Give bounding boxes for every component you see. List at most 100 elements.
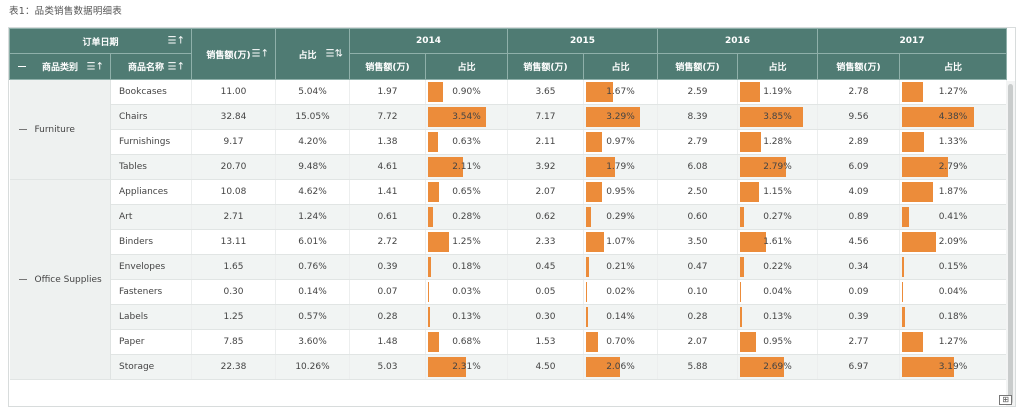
share-bar	[902, 207, 909, 227]
share-label: 0.95%	[606, 187, 635, 197]
year-sales-cell: 0.62	[507, 204, 584, 230]
share-label: 1.28%	[763, 137, 792, 147]
total-share-cell: 0.14%	[275, 279, 350, 305]
share-label: 2.31%	[452, 362, 481, 372]
year-share-cell: 0.95%	[737, 329, 818, 355]
share-label: 1.27%	[938, 337, 968, 347]
share-bar	[740, 182, 759, 202]
share-bar	[902, 332, 923, 352]
year-share-cell: 1.25%	[425, 229, 508, 255]
share-subheader-2015: 占比	[583, 53, 658, 80]
product-name-cell: Bookcases	[110, 79, 192, 105]
year-share-cell: 4.38%	[899, 104, 1007, 130]
year-share-cell: 3.54%	[425, 104, 508, 130]
year-sales-cell: 8.39	[657, 104, 738, 130]
sales-subheader-2016: 销售额(万)	[657, 53, 738, 80]
year-share-cell: 1.27%	[899, 329, 1007, 355]
year-sales-cell: 4.56	[817, 229, 900, 255]
share-label: 0.13%	[763, 312, 792, 322]
total-share-header[interactable]: 占比 ☰⇅	[275, 28, 350, 80]
share-label: 4.38%	[938, 112, 968, 122]
share-label: 0.22%	[763, 262, 792, 272]
sort-icon[interactable]: ☰↑	[251, 48, 269, 60]
share-label: 0.29%	[606, 212, 635, 222]
category-header[interactable]: 商品类别 ☰↑	[9, 53, 111, 80]
share-label: 0.18%	[938, 312, 968, 322]
year-share-cell: 1.15%	[737, 179, 818, 205]
table-row: Tables 20.70 9.48% 4.61 2.11% 3.92 1.79% 6.08 2.…	[10, 154, 1007, 180]
sales-subheader-2017: 销售额(万)	[817, 53, 900, 80]
year-share-cell: 3.29%	[583, 104, 658, 130]
table-row: Labels 1.25 0.57% 0.28 0.13% 0.30 0.14% 0.28 0.1…	[10, 304, 1007, 330]
share-bar	[586, 257, 590, 277]
table-row: Chairs 32.84 15.05% 7.72 3.54% 7.17 3.29% 8.39 3…	[10, 104, 1007, 130]
share-bar	[740, 157, 786, 177]
total-sales-cell: 0.30	[191, 279, 276, 305]
collapse-icon[interactable]	[18, 278, 27, 280]
year-sales-cell: 2.33	[507, 229, 584, 255]
product-name-cell: Art	[110, 204, 192, 230]
share-subheader-2014: 占比	[425, 53, 508, 80]
year-share-cell: 2.31%	[425, 354, 508, 380]
table-row: Storage 22.38 10.26% 5.03 2.31% 4.50 2.06% 5.88…	[10, 354, 1007, 380]
table-row: Furniture Bookcases 11.00 5.04% 1.97 0.90% 3.6…	[9, 79, 1007, 180]
share-bar	[586, 307, 589, 327]
total-sales-cell: 32.84	[191, 104, 276, 130]
scrollbar-thumb[interactable]	[1008, 84, 1013, 404]
year-share-cell: 0.18%	[899, 304, 1007, 330]
sort-icon[interactable]: ☰↑	[86, 61, 104, 72]
share-label: 0.95%	[763, 337, 792, 347]
year-sales-cell: 0.45	[507, 254, 584, 280]
share-bar	[902, 282, 903, 302]
sales-subheader-2014: 销售额(万)	[349, 53, 426, 80]
product-header[interactable]: 商品名称 ☰↑	[110, 53, 192, 80]
year-sales-cell: 7.72	[349, 104, 426, 130]
collapse-icon[interactable]	[18, 66, 26, 67]
order-date-header[interactable]: 订单日期 ☰↑	[9, 28, 192, 54]
year-share-cell: 1.79%	[583, 154, 658, 180]
share-bar	[740, 357, 785, 377]
year-sales-cell: 0.39	[349, 254, 426, 280]
sort-icon[interactable]: ☰⇅	[325, 48, 343, 60]
year-sales-cell: 0.05	[507, 279, 584, 305]
total-share-cell: 10.26%	[275, 354, 350, 380]
pivot-table-frame: 订单日期 ☰↑ 销售额(万) ☰↑ 占比 ☰⇅ 2014 2015 2016 2…	[8, 27, 1016, 407]
year-share-cell: 1.07%	[583, 229, 658, 255]
share-bar	[902, 107, 974, 127]
grid-icon[interactable]: ⊞	[999, 395, 1012, 405]
share-label: 0.15%	[938, 262, 968, 272]
total-share-cell: 3.60%	[275, 329, 350, 355]
share-label: 0.90%	[452, 87, 481, 97]
collapse-icon[interactable]	[18, 128, 27, 130]
sort-icon[interactable]: ☰↑	[167, 61, 185, 72]
year-sales-cell: 3.50	[657, 229, 738, 255]
year-share-cell: 0.18%	[425, 254, 508, 280]
share-bar	[586, 332, 598, 352]
year-sales-cell: 2.11	[507, 129, 584, 155]
year-sales-cell: 0.07	[349, 279, 426, 305]
share-label: 0.14%	[606, 312, 635, 322]
year-share-cell: 2.69%	[737, 354, 818, 380]
year-share-cell: 0.15%	[899, 254, 1007, 280]
share-bar	[740, 82, 760, 102]
sort-icon[interactable]: ☰↑	[167, 35, 185, 47]
share-bar	[428, 257, 431, 277]
share-bar	[902, 82, 923, 102]
year-sales-cell: 3.65	[507, 79, 584, 105]
share-label: 0.18%	[452, 262, 481, 272]
share-bar	[586, 357, 620, 377]
year-share-cell: 1.33%	[899, 129, 1007, 155]
total-sales-header[interactable]: 销售额(万) ☰↑	[191, 28, 276, 80]
share-subheader-2016: 占比	[737, 53, 818, 80]
share-bar	[740, 107, 804, 127]
year-share-cell: 0.41%	[899, 204, 1007, 230]
year-share-cell: 0.28%	[425, 204, 508, 230]
share-label: 0.21%	[606, 262, 635, 272]
year-sales-cell: 0.89	[817, 204, 900, 230]
share-bar	[428, 357, 466, 377]
total-sales-cell: 1.65	[191, 254, 276, 280]
year-share-cell: 0.65%	[425, 179, 508, 205]
year-sales-cell: 1.48	[349, 329, 426, 355]
table-row: Art 2.71 1.24% 0.61 0.28% 0.62 0.29% 0.60 0.27% 0…	[10, 204, 1007, 230]
year-share-cell: 1.19%	[737, 79, 818, 105]
